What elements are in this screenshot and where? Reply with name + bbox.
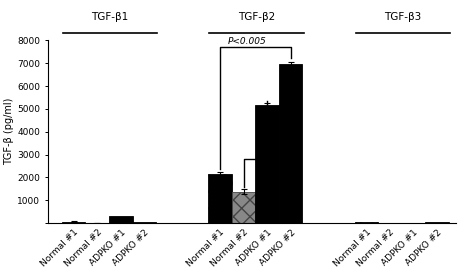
Bar bbox=[424, 222, 448, 223]
Bar bbox=[255, 105, 278, 223]
Bar bbox=[109, 215, 132, 223]
Text: TGF-β1: TGF-β1 bbox=[91, 12, 129, 22]
Bar bbox=[208, 174, 231, 223]
Text: P<0.005: P<0.005 bbox=[228, 37, 266, 46]
Text: TGF-β3: TGF-β3 bbox=[383, 12, 420, 22]
Y-axis label: TGF-β (pg/ml): TGF-β (pg/ml) bbox=[4, 98, 14, 165]
Bar bbox=[231, 192, 255, 223]
Text: TGF-β2: TGF-β2 bbox=[237, 12, 274, 22]
Bar bbox=[278, 64, 302, 223]
Bar bbox=[354, 222, 377, 223]
Bar bbox=[62, 222, 85, 223]
Bar bbox=[401, 222, 424, 223]
Bar bbox=[132, 222, 156, 223]
